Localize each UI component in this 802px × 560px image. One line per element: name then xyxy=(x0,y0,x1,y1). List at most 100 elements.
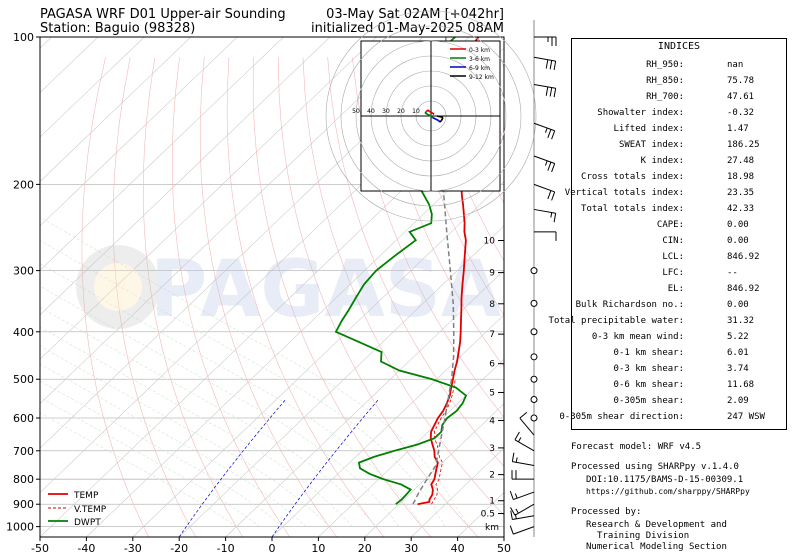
wind-barb xyxy=(509,490,535,501)
index-row: Showalter index: -0.32 xyxy=(572,108,786,122)
title-right-line1: 03-May Sat 02AM [+042hr] xyxy=(326,7,504,22)
index-label: CIN: xyxy=(662,236,684,246)
index-label: RH_850: xyxy=(646,76,684,86)
height-tick-label: 10 xyxy=(484,237,496,247)
footer-org1: Research & Development and xyxy=(586,520,727,530)
height-tick-label: 0.5 xyxy=(481,510,495,520)
y-tick-label: 900 xyxy=(13,498,34,511)
index-value: 75.78 xyxy=(727,76,755,86)
wind-barb xyxy=(510,510,535,521)
index-label: K index: xyxy=(640,156,684,166)
index-value: 2.09 xyxy=(727,396,749,406)
x-tick-label: 0 xyxy=(269,542,276,555)
wind-barb xyxy=(534,36,557,46)
height-tick-label: 9 xyxy=(489,269,495,279)
index-row: 0-305m shear: 2.09 xyxy=(572,396,786,410)
index-row: RH_850: 75.78 xyxy=(572,76,786,90)
index-value: 18.98 xyxy=(727,172,755,182)
index-row: EL: 846.92 xyxy=(572,284,786,298)
legend: TEMP V.TEMP DWPT xyxy=(48,491,107,528)
index-label: CAPE: xyxy=(656,220,684,230)
index-label: Showalter index: xyxy=(597,108,684,118)
x-axis: -50 -40 -30 -20 -10 0 10 20 30 40 50 xyxy=(31,537,511,555)
height-tick-label: 6 xyxy=(489,360,495,370)
index-value: 31.32 xyxy=(727,316,755,326)
index-row: SWEAT index: 186.25 xyxy=(572,140,786,154)
index-row: LCL: 846.92 xyxy=(572,252,786,266)
indices-panel: INDICES RH_950: nan RH_850: 75.78 RH_700: 47.… xyxy=(549,38,787,430)
index-label: 0-1 km shear: xyxy=(613,348,684,358)
y-tick-label: 800 xyxy=(13,473,34,486)
wind-barb xyxy=(533,56,557,71)
index-label: LFC: xyxy=(662,268,684,278)
y-tick-label: 300 xyxy=(13,265,34,278)
title-left-line1: PAGASA WRF D01 Upper-air Sounding xyxy=(40,7,286,22)
index-row: 0-305m shear direction: 247 WSW xyxy=(559,412,786,426)
wind-barb xyxy=(510,503,535,516)
wind-barb xyxy=(530,353,538,361)
index-label: RH_700: xyxy=(646,92,684,102)
index-row: Cross totals index: 18.98 xyxy=(572,172,786,186)
x-tick-label: -40 xyxy=(77,542,95,555)
hodo-ring-label: 10 xyxy=(412,108,420,115)
x-tick-label: -20 xyxy=(170,542,188,555)
index-label: Vertical totals index: xyxy=(564,188,684,198)
wind-barb xyxy=(530,414,538,422)
index-value: nan xyxy=(727,60,744,70)
hodo-segment xyxy=(436,115,444,119)
height-unit: km xyxy=(485,523,499,533)
y-tick-label: 600 xyxy=(13,412,34,425)
footer-doi: DOI:10.1175/BAMS-D-15-00309.1 xyxy=(586,475,744,485)
index-value: 247 WSW xyxy=(727,412,765,422)
index-value: 0.00 xyxy=(727,236,749,246)
skewt-plot: PAGASA -50 -40 -30 -20 -10 0 10 20 30 40 50 100200… xyxy=(6,10,537,555)
index-value: 846.92 xyxy=(727,284,760,294)
index-row: RH_700: 47.61 xyxy=(572,92,786,106)
index-label: 0-6 km shear: xyxy=(613,380,684,390)
background-reference-lines xyxy=(40,37,504,537)
wind-barb xyxy=(533,155,556,173)
hodo-segment xyxy=(432,116,436,120)
footer-url: https://github.com/sharppy/SHARPpy xyxy=(586,487,750,496)
x-tick-label: 30 xyxy=(404,542,418,555)
index-value: 0.00 xyxy=(727,300,749,310)
index-value: 3.74 xyxy=(727,364,749,374)
index-row: CAPE: 0.00 xyxy=(572,220,786,234)
wind-barb xyxy=(530,299,538,307)
y-axis: 100 200 300 400 500 600 700 800 900 1000 xyxy=(6,31,40,534)
title-right-line2: initialized 01-May-2025 08AM xyxy=(311,21,504,36)
height-tick-label: 4 xyxy=(489,417,495,427)
height-tick-label: 5 xyxy=(489,388,495,398)
hodo-segment xyxy=(424,112,429,116)
y-tick-label: 100 xyxy=(13,31,34,44)
hodo-ring-label: 40 xyxy=(367,108,375,115)
index-value: 0.00 xyxy=(727,220,749,230)
index-row: CIN: 0.00 xyxy=(572,236,786,250)
index-value: 846.92 xyxy=(727,252,760,262)
index-label: 0-305m shear direction: xyxy=(559,412,684,422)
index-value: 186.25 xyxy=(727,140,760,150)
legend-dwpt: DWPT xyxy=(74,518,101,528)
index-value: 1.47 xyxy=(727,124,749,134)
index-value: 27.48 xyxy=(727,156,755,166)
index-value: 5.22 xyxy=(727,332,749,342)
index-value: -- xyxy=(727,268,738,278)
index-value: 47.61 xyxy=(727,92,755,102)
y-tick-label: 400 xyxy=(13,326,34,339)
height-tick-label: 7 xyxy=(489,330,495,340)
index-label: Bulk Richardson no.: xyxy=(575,300,684,310)
wind-barbs xyxy=(509,20,557,537)
x-tick-label: -50 xyxy=(31,542,49,555)
wind-barb xyxy=(530,267,538,275)
wind-barb xyxy=(534,231,557,241)
wind-barb xyxy=(530,328,538,336)
index-label: Total precipitable water: xyxy=(548,316,684,326)
wind-barb xyxy=(533,208,557,223)
index-label: Lifted index: xyxy=(613,124,684,134)
hodo-ring-label: 50 xyxy=(352,108,360,115)
index-row: Vertical totals index: 23.35 xyxy=(565,188,786,202)
x-tick-label: -10 xyxy=(217,542,235,555)
legend-vtemp: V.TEMP xyxy=(74,505,107,515)
hodo-segment xyxy=(430,115,434,119)
